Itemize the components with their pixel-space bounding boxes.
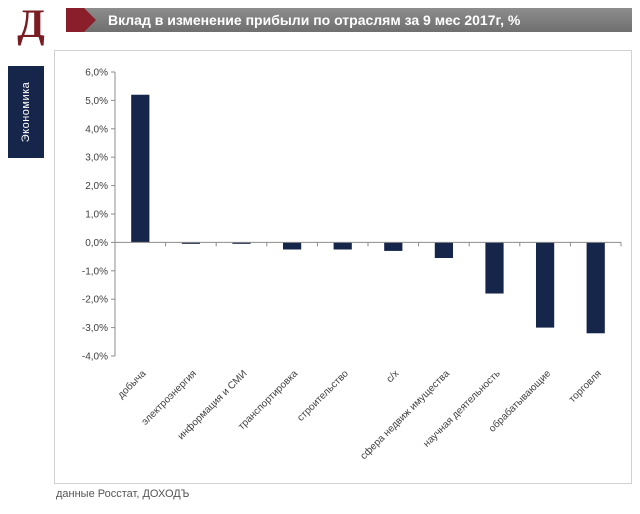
y-tick-label: -3,0% [82,323,108,334]
category-label: сфера недвиж имущества [358,367,453,462]
section-tab[interactable]: Экономика [8,66,44,158]
bar [485,242,504,294]
category-label: с/х [385,368,402,385]
y-tick-label: 3,0% [85,153,108,164]
title-bar [66,8,632,32]
chart-title: Вклад в изменение прибыли по отраслям за… [108,12,521,28]
y-tick-label: -2,0% [82,295,108,306]
chart-frame: 6,0% 5,0% 4,0% 3,0% 2,0% 1,0% 0,0% -1,0% -2,0% -3… [54,50,632,484]
bar [181,242,201,244]
category-label: торговля [567,368,604,405]
bar [282,242,302,250]
bar [586,242,605,334]
y-tick-label: 4,0% [85,124,108,135]
y-tick-label: 6,0% [85,68,108,79]
bar-chart: 6,0% 5,0% 4,0% 3,0% 2,0% 1,0% 0,0% -1,0% -2,0% -3… [82,68,622,462]
y-tick-label: 0,0% [85,238,108,249]
category-label: добыча [115,367,149,401]
source-note: данные Росстат, ДОХОДЪ [56,488,190,500]
bar [232,242,251,244]
section-tab-label: Экономика [20,81,32,143]
y-tick-label: -4,0% [82,352,108,363]
bar [384,242,403,251]
y-tick-label: 5,0% [85,96,108,107]
category-label: строительство [295,368,351,424]
logo: Д [17,1,45,46]
bar [535,242,555,328]
y-tick-label: 1,0% [85,210,108,221]
bar [434,242,454,259]
bar [131,94,150,243]
y-tick-label: 2,0% [85,181,108,192]
bar [333,242,352,250]
y-tick-label: -1,0% [82,266,108,277]
